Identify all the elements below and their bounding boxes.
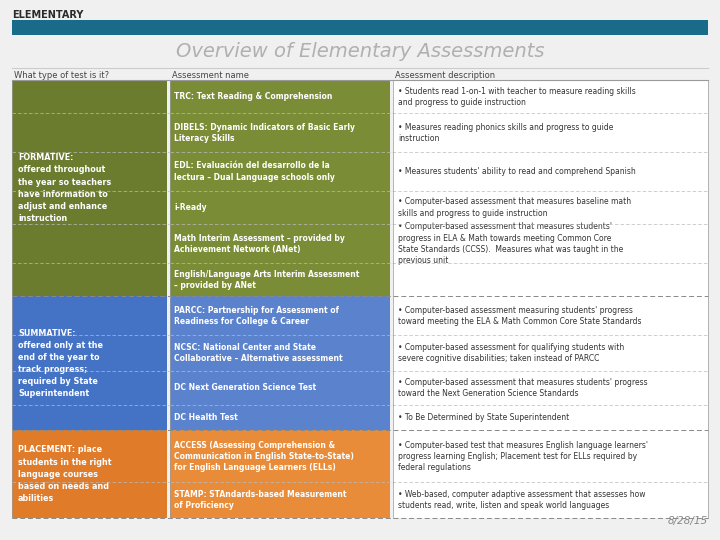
Text: ELEMENTARY: ELEMENTARY: [12, 10, 84, 20]
Bar: [12, 430, 167, 518]
Text: TRC: Text Reading & Comprehension: TRC: Text Reading & Comprehension: [174, 92, 333, 101]
Bar: [170, 191, 390, 224]
Text: PARCC: Partnership for Assessment of
Readiness for College & Career: PARCC: Partnership for Assessment of Rea…: [174, 306, 339, 326]
Text: • Web-based, computer adaptive assessment that assesses how
students read, write: • Web-based, computer adaptive assessmen…: [398, 490, 646, 510]
Text: Math Interim Assessment – provided by
Achievement Network (ANet): Math Interim Assessment – provided by Ac…: [174, 234, 345, 254]
Bar: [170, 152, 390, 191]
Text: • Computer-based assessment that measures baseline math
skills and progress to g: • Computer-based assessment that measure…: [398, 198, 631, 218]
Text: • Measures students' ability to read and comprehend Spanish: • Measures students' ability to read and…: [398, 167, 636, 176]
Text: SUMMATIVE:
offered only at the
end of the year to
track progress;
required by St: SUMMATIVE: offered only at the end of th…: [18, 328, 103, 399]
Text: • Computer-based assessment that measures students'
progress in ELA & Math towar: • Computer-based assessment that measure…: [398, 222, 624, 265]
Bar: [393, 80, 708, 296]
Text: • Computer-based assessment for qualifying students with
severe cognitive disabi: • Computer-based assessment for qualifyi…: [398, 343, 624, 363]
Bar: [170, 371, 390, 404]
Text: EDL: Evaluación del desarrollo de la
lectura – Dual Language schools only: EDL: Evaluación del desarrollo de la lec…: [174, 161, 335, 181]
Text: • Students read 1-on-1 with teacher to measure reading skills
and progress to gu: • Students read 1-on-1 with teacher to m…: [398, 87, 636, 107]
Bar: [170, 113, 390, 152]
Text: • Measures reading phonics skills and progress to guide
instruction: • Measures reading phonics skills and pr…: [398, 123, 613, 143]
Bar: [393, 430, 708, 518]
Bar: [170, 263, 390, 296]
Bar: [170, 482, 390, 518]
Text: • Computer-based assessment that measures students' progress
toward the Next Gen: • Computer-based assessment that measure…: [398, 378, 647, 398]
Text: English/Language Arts Interim Assessment
– provided by ANet: English/Language Arts Interim Assessment…: [174, 269, 359, 290]
Text: DC Health Test: DC Health Test: [174, 413, 238, 422]
Text: DIBELS: Dynamic Indicators of Basic Early
Literacy Skills: DIBELS: Dynamic Indicators of Basic Earl…: [174, 123, 355, 143]
Bar: [12, 20, 708, 35]
Bar: [170, 80, 390, 113]
Text: DC Next Generation Science Test: DC Next Generation Science Test: [174, 383, 316, 393]
Text: • Computer-based test that measures English language learners'
progress learning: • Computer-based test that measures Engl…: [398, 441, 648, 472]
Text: • Computer-based assessment measuring students' progress
toward meeting the ELA : • Computer-based assessment measuring st…: [398, 306, 642, 326]
Text: STAMP: STAndards-based Measurement
of Proficiency: STAMP: STAndards-based Measurement of Pr…: [174, 490, 346, 510]
Text: Assessment name: Assessment name: [172, 71, 249, 80]
Bar: [170, 430, 390, 482]
Bar: [12, 296, 167, 430]
Bar: [170, 296, 390, 335]
Text: i-Ready: i-Ready: [174, 203, 207, 212]
Bar: [170, 224, 390, 263]
Text: 8/28/15: 8/28/15: [668, 516, 708, 526]
Text: NCSC: National Center and State
Collaborative – Alternative assessment: NCSC: National Center and State Collabor…: [174, 343, 343, 363]
Text: • To Be Determined by State Superintendent: • To Be Determined by State Superintende…: [398, 413, 570, 422]
Bar: [393, 296, 708, 430]
Bar: [170, 404, 390, 430]
Text: What type of test is it?: What type of test is it?: [14, 71, 109, 80]
Text: FORMATIVE:
offered throughout
the year so teachers
have information to
adjust an: FORMATIVE: offered throughout the year s…: [18, 153, 112, 223]
Text: ACCESS (Assessing Comprehension &
Communication in English State-to-State)
for E: ACCESS (Assessing Comprehension & Commun…: [174, 441, 354, 472]
Text: PLACEMENT: place
students in the right
language courses
based on needs and
abili: PLACEMENT: place students in the right l…: [18, 446, 112, 503]
Text: Overview of Elementary Assessments: Overview of Elementary Assessments: [176, 42, 544, 61]
Bar: [12, 80, 167, 296]
Text: Assessment description: Assessment description: [395, 71, 495, 80]
Bar: [170, 335, 390, 371]
